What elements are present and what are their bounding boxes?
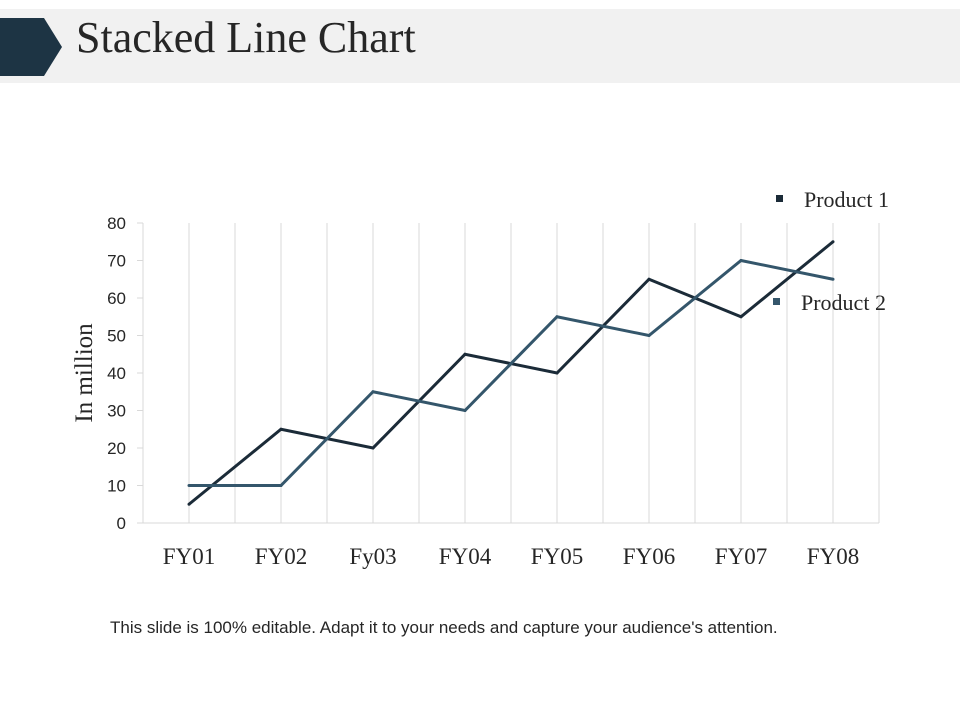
data-point [739, 315, 743, 319]
title-arrow-icon [0, 18, 62, 76]
x-tick-label: FY04 [439, 544, 492, 569]
data-point [831, 277, 835, 281]
y-tick-label: 70 [107, 252, 126, 271]
x-tick-label: Fy03 [349, 544, 396, 569]
title-arrow-shape [0, 18, 62, 76]
data-point [463, 352, 467, 356]
y-tick-label: 60 [107, 289, 126, 308]
legend-label-1: Product 1 [804, 187, 889, 212]
y-tick-label: 30 [107, 402, 126, 421]
y-tick-label: 0 [117, 514, 126, 533]
x-tick-label: FY02 [255, 544, 307, 569]
data-point [739, 259, 743, 262]
x-tick-label: FY01 [163, 544, 215, 569]
legend-marker-1 [776, 195, 783, 202]
y-tick-label: 40 [107, 364, 126, 383]
data-point [555, 315, 559, 319]
title-band [0, 9, 960, 83]
data-point [279, 484, 283, 487]
data-point [187, 484, 191, 487]
y-tick-label: 50 [107, 327, 126, 346]
data-point [831, 240, 835, 244]
legend-marker-2 [773, 298, 780, 305]
y-tick-label: 10 [107, 477, 126, 496]
data-point [279, 427, 283, 431]
data-point [555, 371, 559, 375]
data-point [647, 277, 651, 281]
series-line-2 [189, 258, 834, 487]
footer-note: This slide is 100% editable. Adapt it to… [110, 618, 778, 637]
y-axis-title: In million [71, 323, 98, 423]
y-tick-label: 80 [107, 214, 126, 233]
x-tick-label: FY05 [531, 544, 583, 569]
data-point [463, 409, 467, 412]
x-tick-label: FY08 [807, 544, 859, 569]
data-point [371, 390, 375, 394]
legend-label-2: Product 2 [801, 290, 886, 315]
x-tick-label: FY06 [623, 544, 675, 569]
y-tick-label: 20 [107, 439, 126, 458]
x-tick-label: FY07 [715, 544, 767, 569]
data-point [647, 334, 651, 337]
data-point [371, 446, 375, 450]
data-point [187, 502, 191, 506]
line-chart: 0 10 20 30 40 50 60 70 80 FY01 FY02 Fy03 FY04 FY05 FY0… [71, 187, 889, 569]
slide-title: Stacked Line Chart [76, 13, 416, 62]
